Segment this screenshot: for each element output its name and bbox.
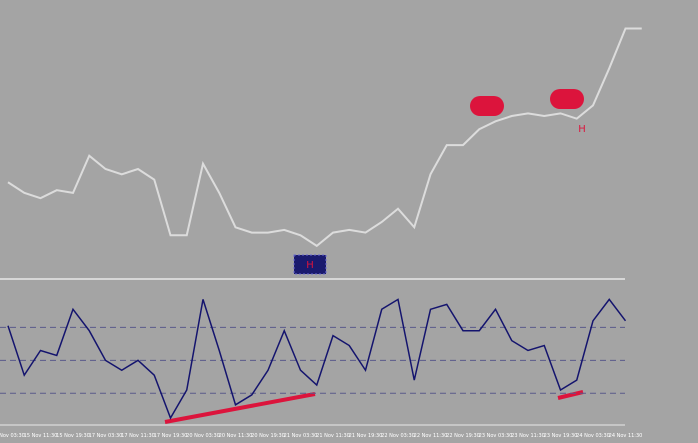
x-tick-label: 23 Nov 19:30	[544, 433, 578, 439]
divergence-line	[164, 392, 316, 424]
x-tick-label: 22 Nov 19:30	[446, 433, 480, 439]
x-tick-label: 17 Nov 11:30	[121, 433, 155, 439]
x-tick-label: 23 Nov 03:30	[479, 433, 513, 439]
x-tick-label: 20 Nov 03:30	[186, 433, 220, 439]
label-box	[293, 254, 327, 275]
x-tick-label: 21 Nov 19:30	[349, 433, 383, 439]
x-tick-label: 22 Nov 03:30	[381, 433, 415, 439]
annotation: H	[306, 260, 314, 271]
x-tick-label: 21 Nov 11:30	[316, 433, 350, 439]
x-tick-label: 24 Nov 11:30	[609, 433, 643, 439]
series-line	[7, 298, 627, 420]
series-line	[7, 27, 642, 248]
divergence-line	[557, 390, 584, 400]
x-tick-label: 17 Nov 03:30	[89, 433, 123, 439]
x-tick-label: 15 Nov 11:30	[24, 433, 58, 439]
x-tick-label: 15 Nov 03:30	[0, 433, 25, 439]
x-tick-label: 24 Nov 03:30	[576, 433, 610, 439]
x-tick-label: 20 Nov 11:30	[219, 433, 253, 439]
x-tick-label: 15 Nov 19:30	[56, 433, 90, 439]
annotation: H	[578, 124, 586, 135]
x-tick-label: 23 Nov 11:30	[511, 433, 545, 439]
x-tick-label: 20 Nov 19:30	[251, 433, 285, 439]
marker-oval	[550, 89, 584, 109]
marker-oval	[470, 96, 504, 116]
x-tick-label: 21 Nov 03:30	[284, 433, 318, 439]
x-tick-label: 17 Nov 19:30	[154, 433, 188, 439]
x-tick-label: 22 Nov 11:30	[414, 433, 448, 439]
